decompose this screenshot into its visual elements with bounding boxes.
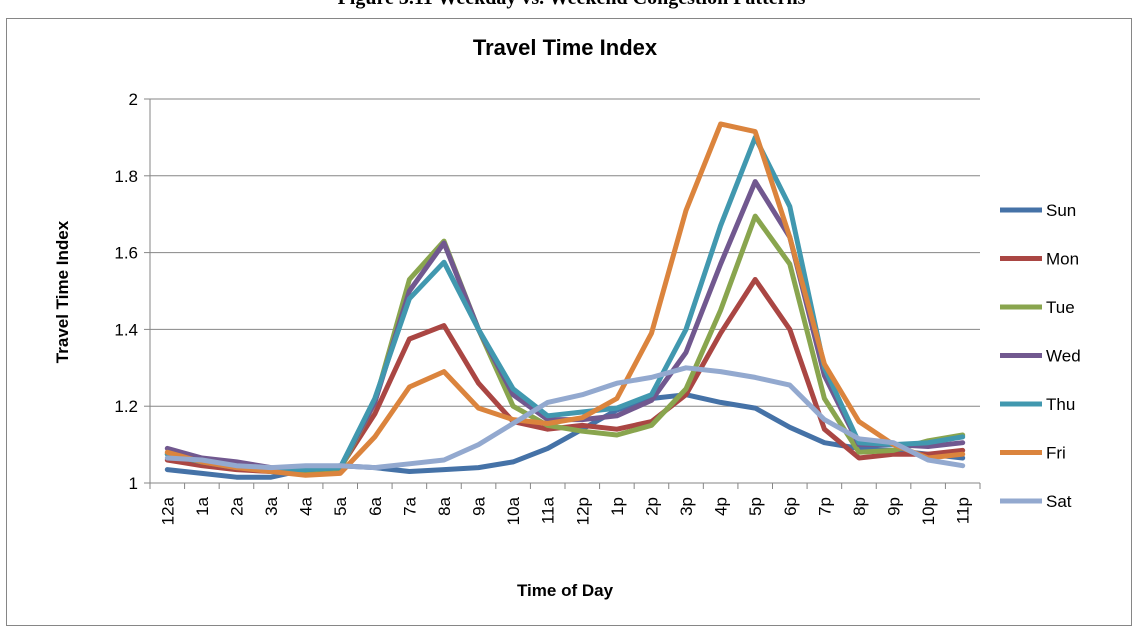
- x-tick-label: 8a: [435, 496, 454, 515]
- series-line-mon: [164, 277, 966, 474]
- series-line-tue: [164, 213, 966, 474]
- y-tick-label: 1.4: [114, 320, 138, 339]
- legend-label-sat: Sat: [1046, 492, 1072, 511]
- x-tick-label: 5a: [331, 496, 350, 515]
- legend: Sun Mon Tue Wed Thu Fri Sat: [1000, 201, 1081, 511]
- series-line-thu: [164, 134, 966, 473]
- x-tick-label: 3p: [677, 497, 696, 516]
- x-tick-label: 11p: [954, 497, 973, 524]
- x-tick-label: 4a: [297, 496, 316, 515]
- legend-label-wed: Wed: [1046, 347, 1081, 366]
- x-tick-label: 10p: [919, 497, 938, 525]
- x-tick-label: 7p: [815, 497, 834, 516]
- series-line-fri: [164, 121, 966, 478]
- figure-caption: Figure 3.11 Weekday vs. Weekend Congesti…: [0, 0, 1143, 10]
- x-tick-label: 8p: [850, 497, 869, 516]
- x-tick-label: 12p: [573, 497, 592, 525]
- series-line-sat: [164, 365, 966, 471]
- y-tick-label: 1.2: [114, 397, 138, 416]
- x-tick-label: 6a: [366, 496, 385, 515]
- grid-lines: [150, 98, 980, 407]
- legend-label-fri: Fri: [1046, 444, 1066, 463]
- x-tick-label: 6p: [781, 497, 800, 516]
- chart-frame: [6, 18, 1132, 626]
- x-tick-label: 1p: [608, 497, 627, 516]
- x-tick-label: 1a: [193, 496, 212, 515]
- y-tick-label: 2: [129, 90, 138, 109]
- legend-label-tue: Tue: [1046, 298, 1075, 317]
- x-tick-label: 7a: [400, 496, 419, 515]
- y-axis-title: Travel Time Index: [53, 220, 72, 363]
- y-tick-label: 1.8: [114, 167, 138, 186]
- axes: [144, 98, 981, 489]
- x-tick-label: 9a: [470, 496, 489, 515]
- x-tick-label: 2a: [227, 496, 246, 515]
- x-tick-label: 12a: [158, 496, 177, 525]
- y-tick-label: 1: [129, 474, 138, 493]
- x-tick-label: 10a: [504, 496, 523, 525]
- chart-title: Travel Time Index: [473, 35, 658, 60]
- y-tick-label: 1.6: [114, 244, 138, 263]
- legend-label-mon: Mon: [1046, 250, 1079, 269]
- x-tick-label: 9p: [885, 497, 904, 516]
- x-axis-title: Time of Day: [517, 581, 614, 600]
- x-tick-label: 2p: [642, 497, 661, 516]
- series-lines: [164, 121, 966, 480]
- x-tick-label: 5p: [746, 497, 765, 516]
- tick-labels: 1 1.2 1.4 1.6 1.8 2 12a 1a 2a 3a 4a 5a 6a 7a 8a 9a 10a 11…: [114, 90, 972, 525]
- x-tick-label: 3a: [262, 496, 281, 515]
- x-tick-label: 4p: [712, 497, 731, 516]
- x-tick-label: 11a: [539, 496, 558, 524]
- legend-label-sun: Sun: [1046, 201, 1076, 220]
- legend-label-thu: Thu: [1046, 395, 1075, 414]
